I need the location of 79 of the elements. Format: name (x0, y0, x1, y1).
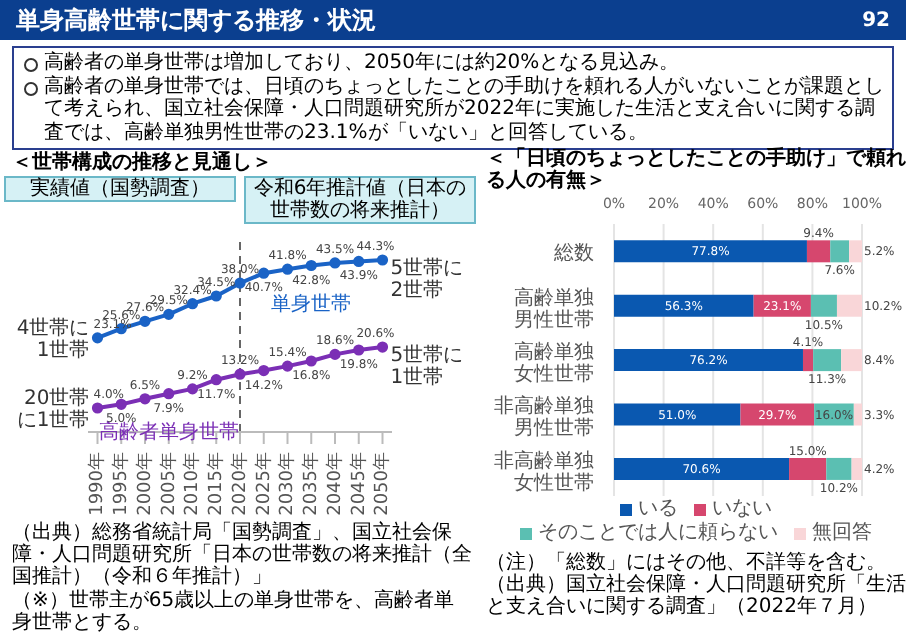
point (258, 267, 270, 279)
annotation: 4世帯に1世帯 (16, 315, 90, 362)
y-tick-label: 非高齢単独女性世帯 (494, 448, 594, 495)
bar (614, 457, 790, 480)
chart-title: ＜「日頃のちょっとしたことの手助け」で頼れる人の有無＞ (486, 148, 906, 196)
text: （出典）国立社会保障・人口問題研究所「生活と支え合いに関する調査」（2022年７月） (486, 574, 906, 620)
annotation: 20世帯に1世帯 (16, 386, 90, 432)
x-tick-label: 2045年 (347, 452, 370, 516)
y-tick-label: 総数 (552, 241, 594, 266)
x-tick-label: 2000年 (133, 452, 156, 516)
x-tick-label: 2050年 (371, 452, 394, 516)
x-tick-label: 2035年 (300, 452, 323, 516)
point (329, 257, 341, 269)
x-tick-label: 2025年 (252, 452, 275, 516)
bar (813, 349, 842, 372)
point (210, 290, 222, 302)
x-tick-label: 2030年 (276, 452, 299, 516)
point (91, 332, 104, 344)
series-label: 単身世帯 (271, 291, 352, 316)
bar (851, 457, 862, 480)
text: 92 (862, 9, 890, 31)
bar (614, 294, 754, 317)
point (281, 360, 294, 372)
bar (789, 457, 827, 480)
point (258, 364, 270, 377)
x-tick-label: 1995年 (110, 452, 133, 516)
point (353, 255, 365, 268)
legend-label: いない (710, 498, 772, 521)
legend-label: 無回答 (810, 522, 872, 546)
point (163, 388, 175, 400)
y-tick-label: 高齢単独男性世帯 (514, 285, 594, 332)
x-tick-label: 1990年 (86, 452, 109, 516)
point (329, 348, 341, 360)
point (353, 344, 365, 356)
bar (806, 240, 831, 263)
bar (802, 349, 814, 372)
point (305, 355, 317, 367)
x-tick-label: 2005年 (157, 452, 180, 516)
point (186, 298, 199, 310)
chart-title: ＜世帯構成の推移と見通し＞ (10, 149, 274, 176)
point (139, 393, 151, 405)
point (305, 259, 317, 272)
text: 単身高齢世帯に関する推移・状況 (16, 3, 376, 37)
bar (614, 240, 807, 263)
text: 高齢者の単身世帯では、日頃のちょっとしたことの手助けを頼れる人がいないことが課題として考えられ、国立社会保障・人口問題研究所が2022年に実施した生活と支え合いに関する調査では、高齢単独男性世帯の23.1%が「いない」と回答している。 (42, 75, 884, 144)
point (376, 254, 389, 266)
annotation: 5世帯に2世帯 (390, 256, 464, 302)
legend-label: いる (636, 498, 678, 522)
bar (810, 294, 837, 317)
bar (836, 294, 862, 317)
text: （出典）総務省統計局「国勢調査」、国立社会保障・人口問題研究所「日本の世帯数の将来推計（全国推計）（令和６年推計）」 (12, 522, 472, 589)
bar (841, 349, 862, 372)
x-tick-label: 2015年 (205, 452, 228, 516)
y-tick-label: 高齢単独女性世帯 (514, 340, 594, 386)
legend-label: そのことでは人に頼らない (536, 522, 778, 546)
bar (614, 349, 803, 372)
x-tick-label: 2020年 (228, 452, 251, 516)
bar (614, 403, 741, 426)
x-tick-label: 2010年 (181, 452, 204, 516)
annotation: 5世帯に1世帯 (390, 343, 464, 390)
point (210, 374, 222, 386)
point (234, 368, 246, 380)
bar (826, 457, 852, 480)
point (91, 402, 104, 414)
y-tick-label: 非高齢単独男性世帯 (494, 394, 594, 441)
bar (853, 403, 862, 426)
point (115, 398, 127, 410)
text: （※）世帯主が65歳以上の単身世帯を、高齢者単身世帯とする。 (12, 589, 457, 635)
point (163, 308, 175, 320)
bar (849, 240, 862, 263)
text: （注）「総数」にはその他、不詳等を含む。 (486, 552, 886, 574)
point (376, 341, 389, 353)
point (139, 315, 151, 327)
point (281, 263, 294, 275)
text: 高齢者の単身世帯は増加しており、2050年には約20%となる見込み。 (42, 52, 682, 75)
x-tick-label: 2040年 (323, 452, 346, 516)
bar (830, 240, 850, 263)
series-label: 高齢者単身世帯 (98, 419, 239, 444)
point (186, 383, 199, 395)
